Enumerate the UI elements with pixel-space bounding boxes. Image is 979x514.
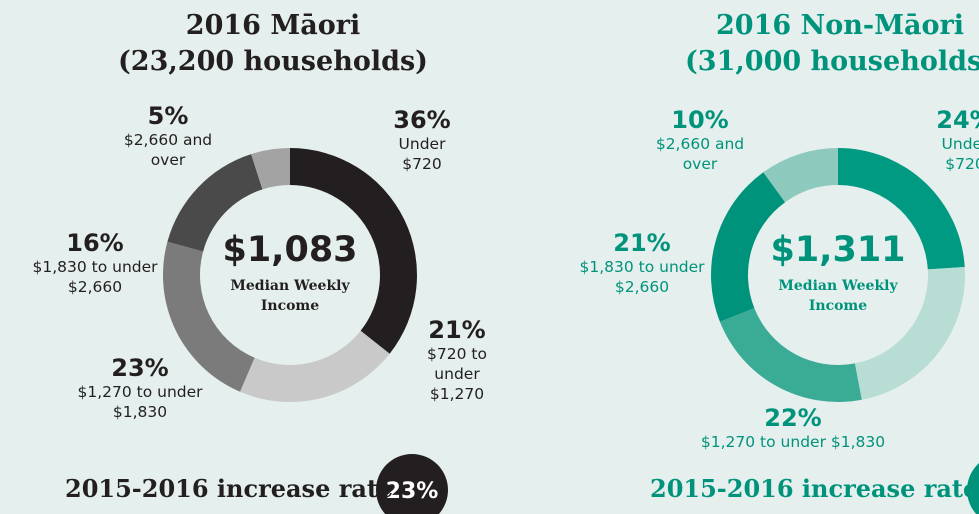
chart-subtitle: (23,200 households) <box>118 46 428 77</box>
median-label: Median Weekly Income <box>230 278 350 314</box>
segment-label: 10% $2,660 and over <box>645 106 755 174</box>
median-value: $1,083 <box>222 230 358 270</box>
center: $1,083 Median Weekly Income <box>210 230 370 316</box>
increase-badge <box>967 463 979 514</box>
segment-percent: 36% <box>393 106 451 134</box>
center: $1,311 Median Weekly Income <box>758 230 918 316</box>
chart-title: 2016 Māori <box>185 10 361 41</box>
segment-label: 22% $1,270 to under $1,830 <box>673 404 913 452</box>
donut-segment <box>240 330 390 402</box>
segment-category: $1,830 to under $2,660 <box>32 258 158 296</box>
segment-label: 24%Under $720 <box>920 106 979 174</box>
median-value: $1,311 <box>770 230 906 270</box>
donut-segment <box>763 148 838 203</box>
donut-segment <box>251 148 290 190</box>
segment-label: 21% $720 to under $1,270 <box>407 316 507 404</box>
increase-label: 2015-2016 increase rate <box>65 474 394 503</box>
chart-title: 2016 Non-Māori <box>716 10 964 41</box>
increase-badge <box>376 454 448 514</box>
donut-segment <box>290 148 417 354</box>
segment-label: 36% Under $720 <box>377 106 467 174</box>
segment-percent: 5% <box>147 102 189 130</box>
segment-category: $2,660 and over <box>655 135 745 173</box>
segment-category: $2,660 and over <box>123 131 213 169</box>
segment-category: $1,270 to under $1,830 <box>77 383 203 421</box>
segment-category: $1,270 to under $1,830 <box>700 433 886 451</box>
donut-segment <box>854 267 965 400</box>
segment-category: $1,830 to under $2,660 <box>579 258 705 296</box>
segment-category: $720 to under $1,270 <box>427 345 487 403</box>
segment-percent: 10% <box>671 106 729 134</box>
donut-segment <box>162 241 255 392</box>
segment-percent: 21% <box>613 229 671 257</box>
segment-percent: 16% <box>66 229 124 257</box>
segment-percent: 21% <box>428 316 486 344</box>
segment-percent: 23% <box>111 354 169 382</box>
donut-segment <box>711 172 786 322</box>
segment-label: 16% $1,830 to under $2,660 <box>25 229 165 297</box>
segment-category: Under $720 <box>941 135 979 173</box>
segment-category: Under $720 <box>398 135 446 173</box>
increase-label: 2015-2016 increase rate <box>650 474 979 503</box>
segment-label: 5% $2,660 and over <box>113 102 223 170</box>
donut-segment <box>167 154 263 252</box>
chart-subtitle: (31,000 households) <box>685 46 979 77</box>
donut-segment <box>838 148 965 270</box>
segment-label: 21% $1,830 to under $2,660 <box>572 229 712 297</box>
donut-segment <box>719 308 862 403</box>
increase-value: 23% <box>386 479 439 504</box>
segment-percent: 24% <box>936 106 979 134</box>
median-label: Median Weekly Income <box>778 278 898 314</box>
segment-label: 23% $1,270 to under $1,830 <box>75 354 205 422</box>
segment-percent: 22% <box>764 404 822 432</box>
